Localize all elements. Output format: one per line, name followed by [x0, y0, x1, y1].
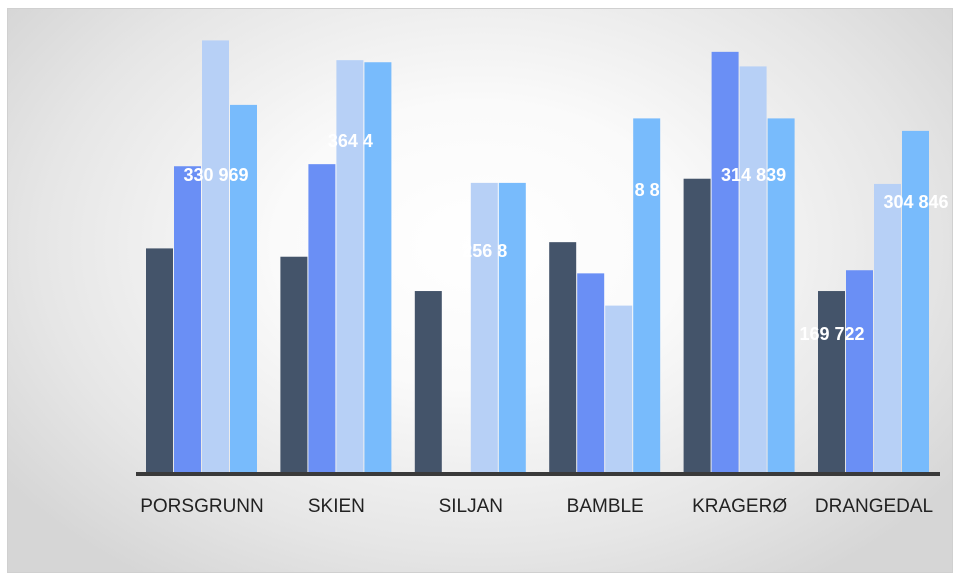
data-labels-group: 330 969 364 4 256 8 8 8 314 839 169 722 304 84… [183, 131, 948, 344]
data-label-drangedal: 304 846 [883, 192, 948, 212]
data-label-skien: 364 4 [328, 131, 373, 151]
category-label-bamble: BAMBLE [567, 496, 644, 517]
bar-porsgrunn-series-3 [202, 40, 229, 473]
bar-kragero-series-2 [711, 51, 739, 473]
bar-siljan-series-4 [498, 182, 526, 472]
bar-drangedal-series-3 [874, 183, 901, 473]
data-label-siljan: 256 8 [462, 241, 507, 261]
bar-kragero-series-4 [767, 118, 795, 473]
bar-bamble-series-2 [577, 273, 605, 472]
bar-bamble-series-4 [633, 118, 661, 473]
bar-porsgrunn-series-4 [230, 104, 257, 472]
bar-drangedal-series-1 [818, 291, 845, 472]
bar-skien-series-1 [280, 256, 308, 472]
bar-bamble-series-3 [605, 305, 633, 472]
category-label-skien: SKIEN [308, 496, 365, 517]
bar-drangedal-series-2 [846, 270, 873, 472]
category-label-kragero: KRAGERØ [692, 496, 787, 517]
data-label-porsgrunn: 330 969 [183, 165, 248, 185]
data-label-kragero: 314 839 [721, 165, 786, 185]
bar-bamble-series-1 [549, 242, 577, 472]
bars-group [146, 40, 929, 473]
bar-skien-series-3 [336, 60, 364, 472]
data-label-drangedal: 169 722 [799, 324, 864, 344]
data-label-bamble: 8 8 [635, 180, 660, 200]
category-label-siljan: SILJAN [439, 496, 503, 517]
bar-chart: 330 969 364 4 256 8 8 8 314 839 169 722 304 84… [136, 40, 949, 517]
bar-porsgrunn-series-2 [174, 166, 201, 473]
bar-porsgrunn-series-1 [146, 248, 173, 472]
bar-kragero-series-1 [683, 178, 711, 472]
category-label-drangedal: DRANGEDAL [815, 496, 933, 517]
bar-siljan-series-1 [414, 291, 442, 472]
bar-skien-series-2 [308, 164, 336, 472]
bar-skien-series-4 [364, 62, 392, 473]
chart-area: 330 969 364 4 256 8 8 8 314 839 169 722 304 84… [7, 8, 953, 573]
category-labels-group: PORSGRUNN SKIEN SILJAN BAMBLE KRAGERØ DRANGED… [140, 496, 933, 517]
bar-drangedal-series-4 [902, 130, 929, 472]
bar-siljan-series-3 [470, 182, 498, 472]
bar-kragero-series-3 [739, 66, 767, 473]
category-label-porsgrunn: PORSGRUNN [140, 496, 264, 517]
